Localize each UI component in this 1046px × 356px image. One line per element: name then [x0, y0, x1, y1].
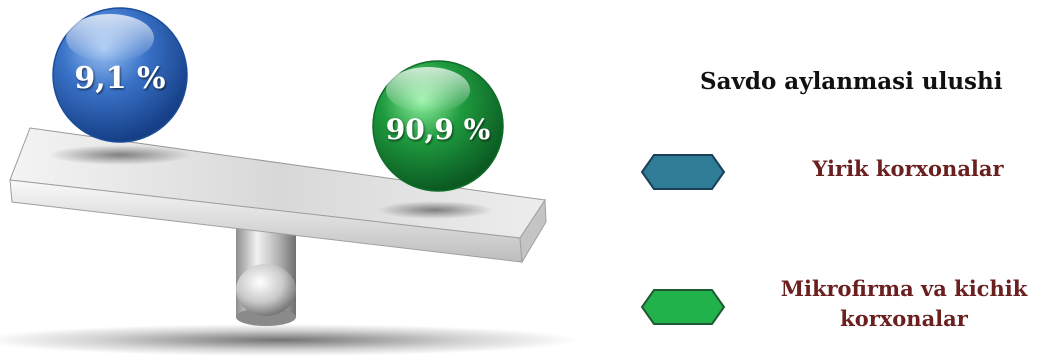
data-label-yirik-korxonalar: 9,1 % [74, 61, 165, 96]
ball-shadow-right [377, 201, 493, 219]
legend-label-mikrofirma-va-kichik-korxonalar: Mikrofirma va kichik korxonalar [780, 276, 1028, 331]
legend-label-yirik-korxonalar: Yirik korxonalar [812, 156, 1004, 181]
scale-pillar [236, 225, 296, 326]
data-label-mikrofirma-va-kichik-korxonalar: 90,9 % [386, 113, 491, 146]
ball-shadow-left [48, 145, 192, 165]
floor-shadow [0, 324, 580, 356]
legend-swatch-yirik-korxonalar [640, 154, 726, 190]
ball-mikrofirma-va-kichik-korxonalar: 90,9 % [372, 60, 504, 192]
legend-title: Savdo aylanmasi ulushi [700, 68, 1003, 95]
legend-swatch-mikrofirma-va-kichik-korxonalar [640, 289, 726, 325]
ball-yirik-korxonalar: 9,1 % [52, 7, 188, 143]
